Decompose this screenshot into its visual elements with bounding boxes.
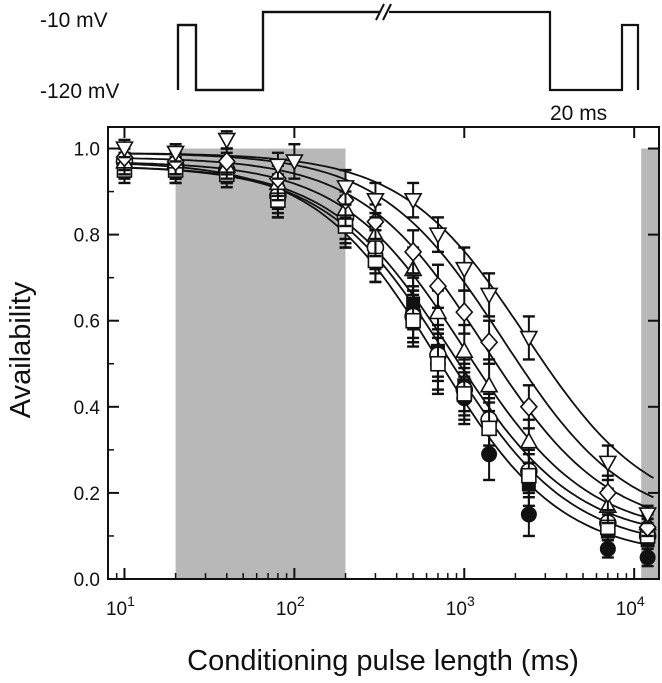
data-point — [521, 467, 537, 484]
data-point — [336, 180, 355, 197]
y-tick-label: 0.0 — [74, 570, 100, 591]
protocol-scale-label: 20 ms — [550, 102, 607, 125]
y-tick-label: 0.6 — [74, 312, 100, 333]
x-tick-label: 101 — [106, 593, 135, 620]
voltage-protocol: -10 mV -120 mV 20 ms — [40, 3, 640, 125]
data-point — [454, 261, 474, 279]
fit-curve-3 — [124, 166, 654, 528]
data-point — [428, 302, 448, 320]
data-point — [430, 355, 446, 372]
data-point — [456, 386, 473, 402]
data-markers — [115, 130, 657, 568]
protocol-trace-left — [176, 10, 378, 92]
fit-curve-4 — [124, 162, 654, 521]
fit-curve-1 — [124, 162, 654, 547]
fit-curve-7 — [124, 152, 654, 479]
protocol-low-voltage-label: -120 mV — [40, 80, 119, 103]
shaded-region-2 — [641, 148, 659, 579]
data-point — [479, 375, 499, 393]
fit-curves — [124, 152, 654, 547]
data-point — [285, 154, 304, 172]
data-point — [598, 455, 618, 473]
data-point — [366, 192, 385, 210]
x-tick-label-base: 10 — [446, 599, 467, 620]
fit-curve-5 — [124, 157, 654, 511]
data-point — [268, 158, 288, 176]
x-tick-label-base: 10 — [276, 599, 297, 620]
shaded-regions — [175, 148, 659, 579]
x-tick-label: 102 — [276, 593, 305, 620]
data-point — [217, 132, 237, 150]
data-point — [454, 341, 474, 359]
data-point — [166, 145, 185, 163]
x-tick-label: 104 — [616, 593, 645, 620]
x-axis: 101 102 103 104 — [106, 127, 645, 620]
shaded-region-1 — [175, 148, 346, 579]
data-point — [115, 141, 134, 159]
data-point — [480, 332, 499, 353]
data-point — [428, 276, 448, 297]
x-tick-label: 103 — [446, 593, 475, 620]
y-tick-label: 1.0 — [74, 140, 100, 161]
y-tick-label: 0.8 — [74, 226, 100, 247]
data-point — [598, 482, 617, 504]
data-point — [455, 301, 474, 323]
fit-curve-6 — [124, 152, 654, 499]
data-point — [405, 312, 421, 329]
x-tick-label-base: 10 — [106, 599, 127, 620]
plot-frame — [107, 126, 660, 580]
x-tick-label-exponent: 3 — [467, 593, 475, 609]
x-tick-label-exponent: 2 — [297, 593, 305, 609]
x-tick-label-exponent: 4 — [637, 593, 645, 609]
data-point — [479, 287, 499, 305]
y-axis-title: Availability — [5, 281, 37, 418]
protocol-trace — [176, 10, 380, 92]
data-point — [638, 507, 657, 525]
y-tick-label: 0.2 — [74, 484, 100, 505]
data-point — [519, 396, 538, 418]
x-tick-label-exponent: 1 — [127, 593, 135, 609]
series-open-triangle-down — [115, 130, 657, 525]
x-tick-label-base: 10 — [616, 599, 637, 620]
y-axis: 0.0 0.2 0.4 0.6 0.8 1.0 — [74, 140, 659, 591]
data-point — [519, 431, 539, 449]
protocol-high-voltage-label: -10 mV — [40, 9, 108, 32]
protocol-break-mark-2 — [382, 3, 392, 21]
y-tick-label: 0.4 — [74, 398, 101, 419]
data-point — [639, 549, 656, 566]
data-point — [217, 151, 236, 172]
data-point — [428, 227, 448, 245]
data-point — [481, 420, 497, 437]
data-point — [403, 192, 423, 210]
protocol-break-mark-1 — [375, 3, 385, 21]
protocol-trace-right — [389, 10, 640, 92]
data-point — [520, 506, 537, 523]
data-point — [404, 241, 423, 263]
x-axis-title: Conditioning pulse length (ms) — [187, 645, 579, 677]
data-point — [519, 330, 539, 348]
